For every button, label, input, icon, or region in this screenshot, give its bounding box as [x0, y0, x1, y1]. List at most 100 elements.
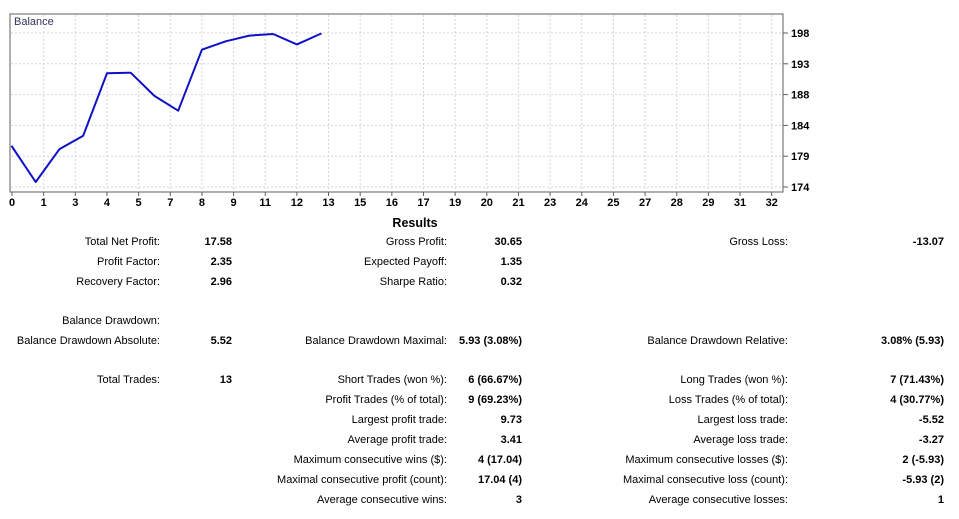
balance-chart-section: 198 193 188 184 179 174 0 1 3 4 5 7 8 9 11 12 13 15 16 17 19… [0, 0, 959, 215]
y-axis-tick-label: 198 [791, 28, 809, 40]
results-row: Total Trades: 13 Short Trades (won %): 6 (6… [0, 370, 944, 390]
x-axis-tick-label: 4 [104, 197, 111, 209]
stat-value: 3 [515, 494, 522, 506]
x-axis-tick-label: 1 [41, 197, 47, 209]
stat-label: Average consecutive losses: [648, 494, 788, 506]
stat-label: Profit Factor: [97, 256, 160, 268]
x-axis-tick-label: 15 [354, 197, 366, 209]
stat-value: 17.58 [204, 236, 232, 248]
stat-label [0, 390, 160, 410]
stat-label: Maximum consecutive losses ($): [625, 454, 788, 466]
stat-label: Balance Drawdown Relative: [647, 335, 788, 347]
x-axis-tick-label: 7 [167, 197, 173, 209]
stat-label [522, 272, 788, 292]
stat-value: 4 (30.77%) [890, 394, 944, 406]
stat-label: Maximal consecutive profit (count): [277, 474, 447, 486]
results-row: Profit Trades (% of total): 9 (69.23%) Los… [0, 390, 944, 410]
y-axis-tick-label: 188 [791, 90, 809, 102]
stat-value: -5.52 [918, 414, 944, 426]
stat-label [522, 252, 788, 272]
stat-label: Total Net Profit: [84, 236, 160, 248]
stat-value: 3.08% (5.93) [881, 335, 944, 347]
stat-label: Maximum consecutive wins ($): [293, 454, 447, 466]
stat-value [160, 430, 232, 450]
stat-label [0, 410, 160, 430]
stat-label: Average consecutive wins: [316, 494, 447, 506]
stat-label: Short Trades (won %): [337, 374, 447, 386]
stat-label [0, 430, 160, 450]
results-row: Recovery Factor: 2.96 Sharpe Ratio: 0.32 [0, 272, 944, 292]
stat-label: Long Trades (won %): [680, 374, 788, 386]
stat-value: 9.73 [500, 414, 522, 426]
x-axis-tick-label: 29 [702, 197, 714, 209]
stat-label: Total Trades: [97, 374, 160, 386]
results-row: Average consecutive wins: 3 Average consec… [0, 490, 944, 510]
stat-label: Average loss trade: [693, 434, 788, 446]
stat-value [788, 311, 944, 331]
stat-value: 5.93 (3.08%) [459, 335, 522, 347]
stat-label: Sharpe Ratio: [379, 276, 447, 288]
stat-value [160, 450, 232, 470]
stat-label: Balance Drawdown Absolute: [16, 335, 160, 347]
x-axis-tick-label: 17 [417, 197, 429, 209]
stat-value: 2.96 [210, 276, 232, 288]
results-table: Total Net Profit: 17.58 Gross Profit: 30.65… [0, 232, 944, 510]
stat-value [160, 311, 232, 331]
balance-line-series [10, 32, 322, 183]
stat-value: 30.65 [494, 236, 522, 248]
x-axis-tick-label: 11 [259, 197, 271, 209]
results-row: Balance Drawdown Absolute: 5.52 Balance Dr… [0, 331, 944, 351]
results-row: Maximum consecutive wins ($): 4 (17.04) Ma… [0, 450, 944, 470]
x-axis-tick-label: 27 [639, 197, 651, 209]
x-axis-tick-label: 23 [544, 197, 556, 209]
stat-label: Gross Profit: [385, 236, 447, 248]
x-axis-tick-label: 25 [607, 197, 619, 209]
results-row: Average profit trade: 3.41 Average loss tr… [0, 430, 944, 450]
stat-value [447, 311, 522, 331]
stat-value [788, 272, 944, 292]
stat-label [232, 311, 447, 331]
stat-label [522, 311, 788, 331]
stat-label [0, 450, 160, 470]
x-axis-tick-label: 9 [231, 197, 237, 209]
x-axis-tick-label: 16 [386, 197, 398, 209]
x-axis-tick-label: 8 [199, 197, 205, 209]
stat-value [160, 470, 232, 490]
stat-value: 9 (69.23%) [468, 394, 522, 406]
stat-label: Recovery Factor: [76, 276, 160, 288]
stat-value: 17.04 (4) [477, 474, 522, 486]
stat-label: Largest loss trade: [697, 414, 789, 426]
x-axis-tick-label: 19 [449, 197, 461, 209]
y-axis-tick-label: 184 [791, 120, 810, 132]
stat-value: 6 (66.67%) [468, 374, 522, 386]
stat-value: 2.35 [210, 256, 232, 268]
x-axis-tick-label: 13 [322, 197, 334, 209]
x-axis-tick-label: 5 [136, 197, 142, 209]
stat-label: Profit Trades (% of total): [325, 394, 447, 406]
stat-value [160, 410, 232, 430]
results-row: Balance Drawdown: [0, 311, 944, 331]
stat-label: Expected Payoff: [364, 256, 447, 268]
x-axis-tick-label: 28 [671, 197, 683, 209]
y-axis-tick-label: 193 [791, 59, 809, 71]
stat-value [160, 490, 232, 510]
stat-value: -3.27 [918, 434, 944, 446]
stat-value [160, 390, 232, 410]
stat-value: 0.32 [500, 276, 522, 288]
stat-value: 1.35 [500, 256, 522, 268]
stat-label: Maximal consecutive loss (count): [622, 474, 788, 486]
x-axis-tick-label: 32 [766, 197, 778, 209]
x-axis-tick-label: 21 [512, 197, 524, 209]
x-axis-tick-label: 12 [291, 197, 303, 209]
stat-label [0, 470, 160, 490]
x-axis-tick-label: 20 [481, 197, 493, 209]
stat-label: Balance Drawdown: [62, 315, 160, 327]
stat-label: Loss Trades (% of total): [668, 394, 788, 406]
y-axis-tick-label: 179 [791, 151, 809, 163]
results-row: Profit Factor: 2.35 Expected Payoff: 1.35 [0, 252, 944, 272]
stat-label: Balance Drawdown Maximal: [305, 335, 447, 347]
y-axis-tick-label: 174 [791, 182, 810, 194]
x-axis-tick-label: 24 [576, 197, 589, 209]
